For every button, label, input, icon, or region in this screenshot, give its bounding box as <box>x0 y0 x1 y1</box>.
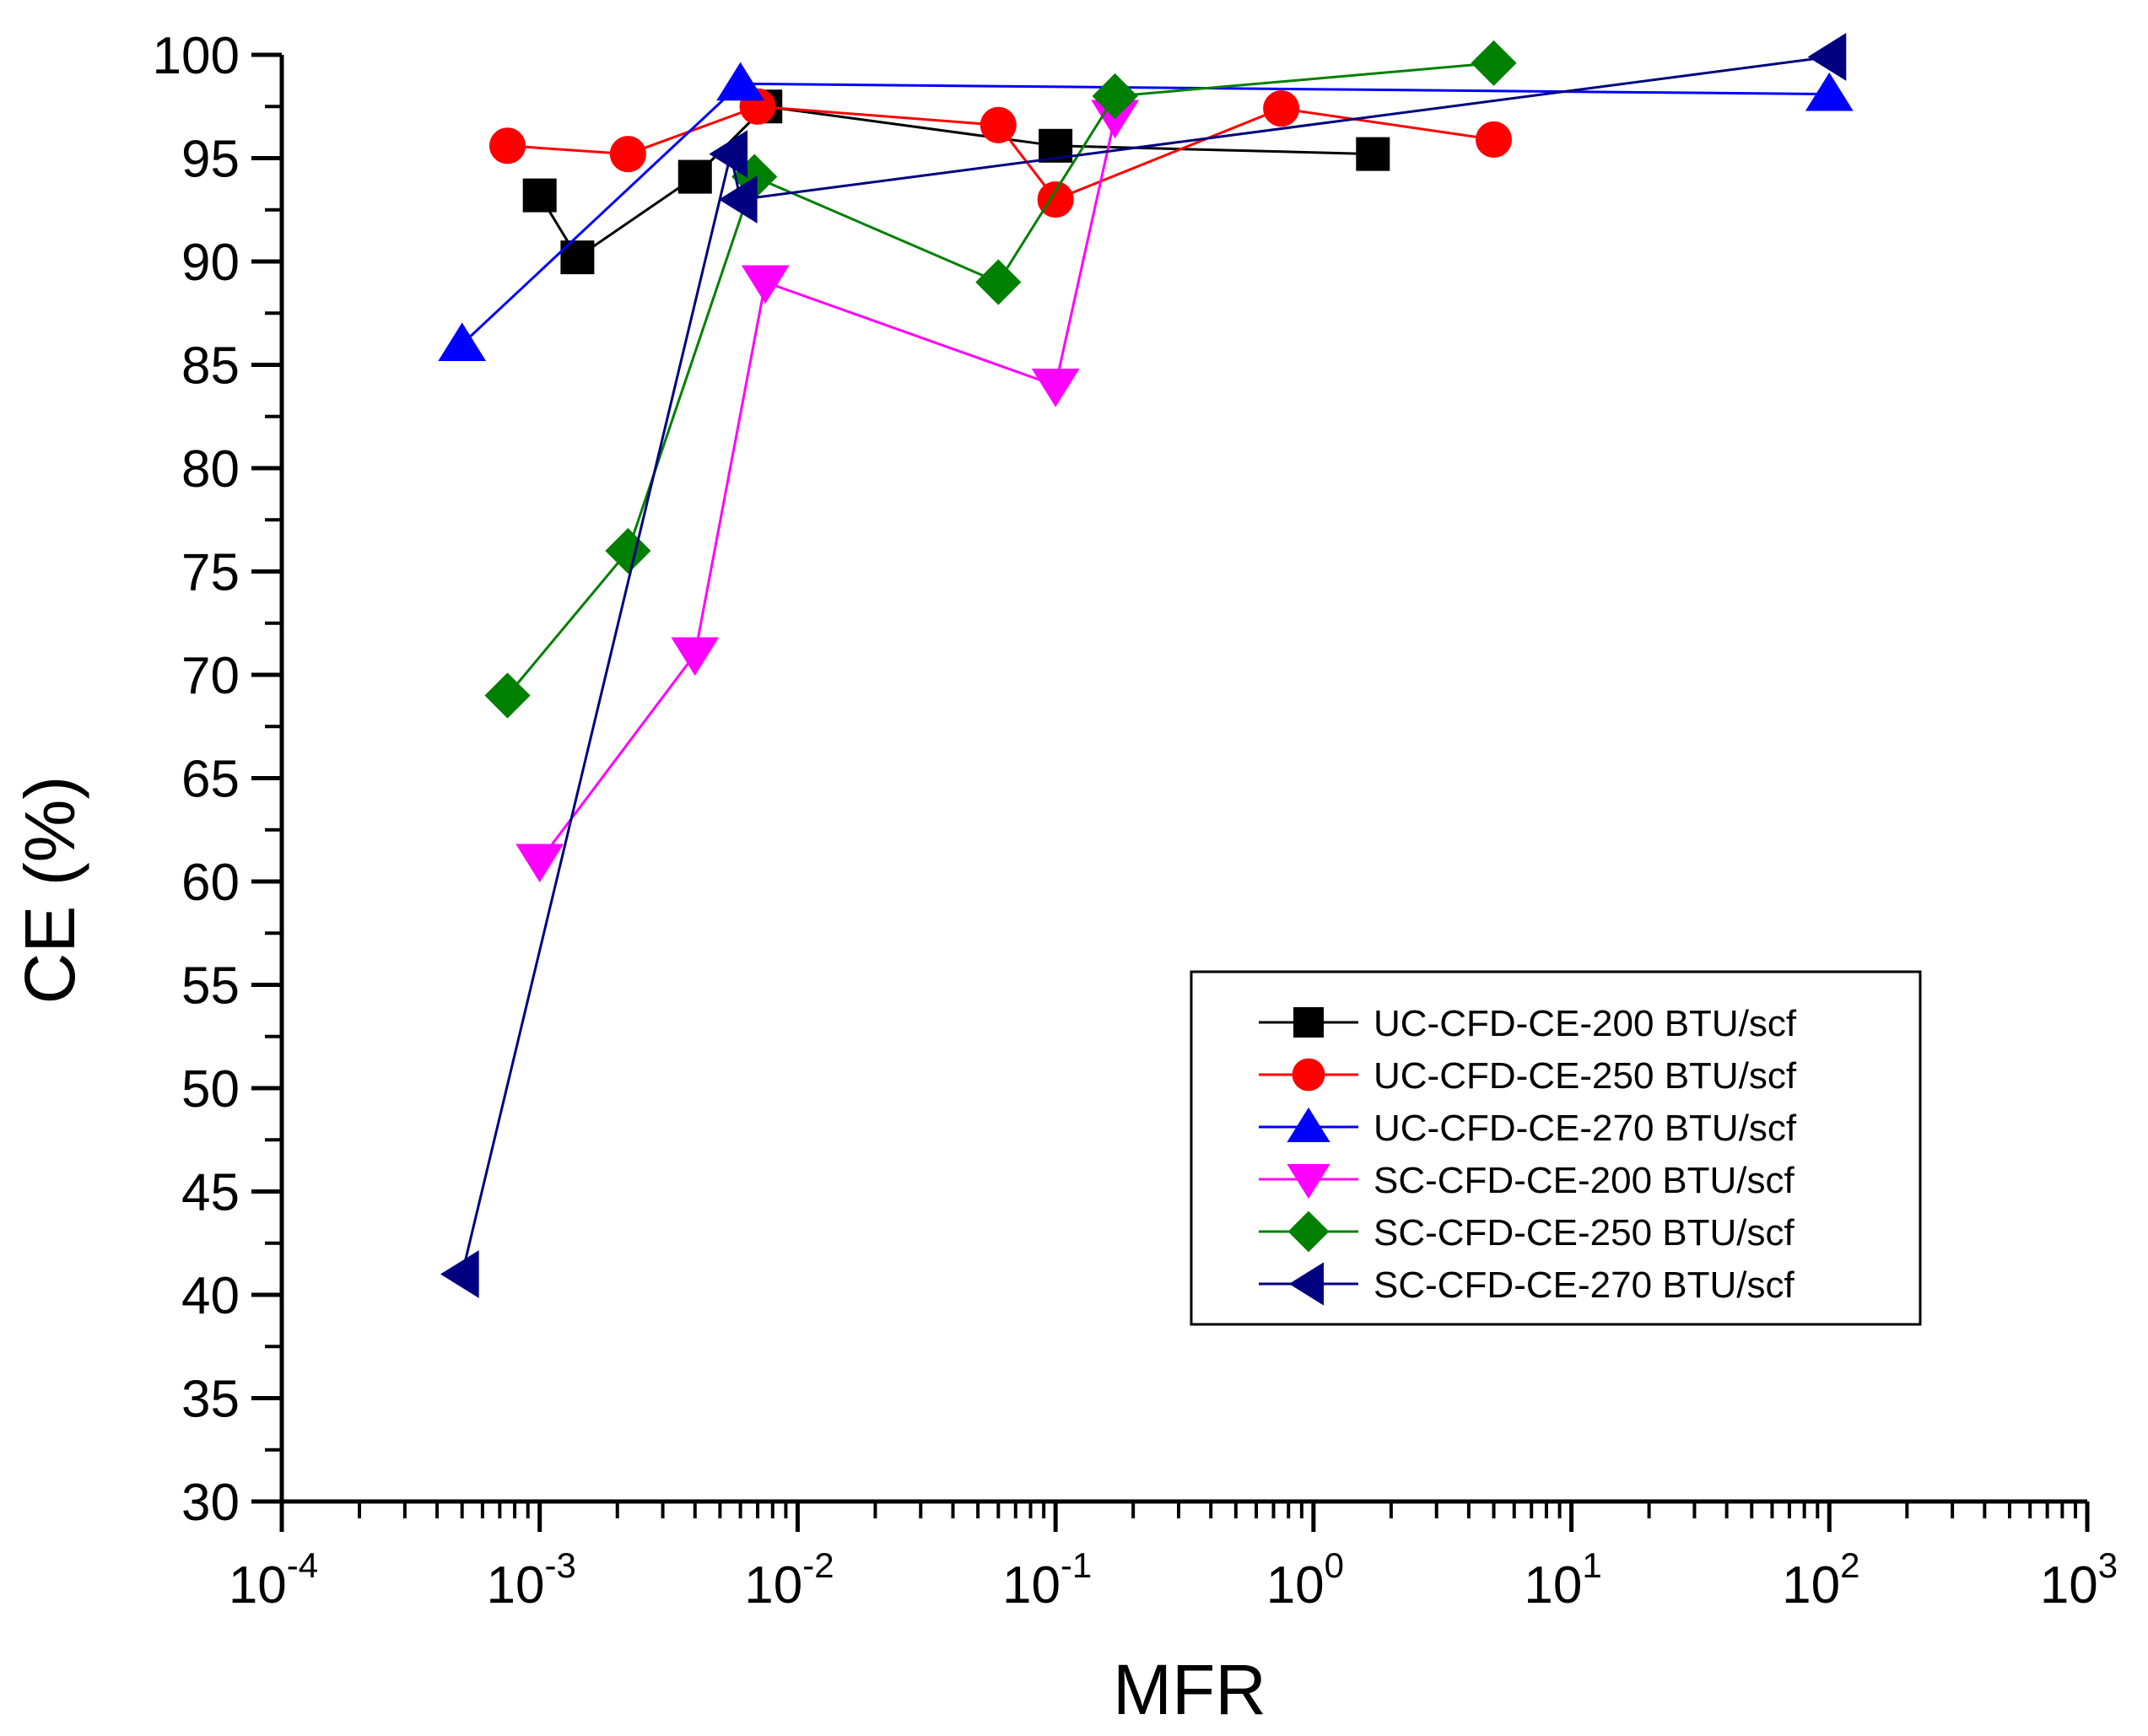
x-tick-label: 10-4 <box>229 1545 318 1615</box>
axes-layer: 30 35 40 45 50 55 60 65 70 75 80 85 90 95 100 10-4 10-3 1… <box>153 27 2118 1615</box>
x-tick-label: 10-2 <box>744 1545 834 1615</box>
legend-label: UC-CFD-CE-270 BTU/scf <box>1374 1108 1797 1149</box>
legend-item: UC-CFD-CE-250 BTU/scf <box>1259 1055 1797 1097</box>
series-line <box>538 105 1374 260</box>
series-5 <box>484 40 1517 719</box>
data-point <box>440 1250 479 1298</box>
legend-label: UC-CFD-CE-250 BTU/scf <box>1374 1055 1797 1097</box>
y-tick-label: 60 <box>181 854 240 912</box>
data-point <box>605 527 651 574</box>
data-point <box>484 672 531 719</box>
legend-label: SC-CFD-CE-270 BTU/scf <box>1374 1264 1794 1306</box>
legend-marker <box>1287 1164 1330 1200</box>
y-tick-label: 95 <box>181 131 240 189</box>
series-3 <box>438 62 1854 361</box>
x-tick-label: 100 <box>1266 1545 1344 1615</box>
data-point <box>709 130 748 178</box>
legend-label: UC-CFD-CE-200 BTU/scf <box>1374 1003 1797 1044</box>
data-point <box>1476 121 1513 158</box>
legend-item: UC-CFD-CE-200 BTU/scf <box>1259 1003 1797 1044</box>
legend-label: SC-CFD-CE-250 BTU/scf <box>1374 1212 1794 1253</box>
data-point <box>677 159 712 194</box>
legend-marker <box>1288 1262 1324 1306</box>
y-tick-label: 90 <box>181 234 240 292</box>
data-point <box>515 844 564 883</box>
data-point <box>438 322 487 361</box>
y-tick-label: 55 <box>181 957 240 1016</box>
data-point <box>1263 90 1300 127</box>
y-tick-label: 40 <box>181 1267 240 1325</box>
legend-item: SC-CFD-CE-250 BTU/scf <box>1259 1210 1794 1253</box>
data-point <box>488 127 526 164</box>
data-point <box>671 637 720 677</box>
legend-marker <box>1293 1007 1324 1038</box>
x-tick-label: 103 <box>2040 1545 2118 1615</box>
y-axis-title: CE (%) <box>10 776 89 1005</box>
y-tick-label: 75 <box>181 544 240 602</box>
legend-marker <box>1292 1058 1325 1092</box>
series-4 <box>515 100 1139 883</box>
y-tick-label: 80 <box>181 440 240 499</box>
data-point <box>980 106 1017 143</box>
series-line <box>538 116 1117 862</box>
data-point <box>1031 369 1080 407</box>
y-tick-label: 65 <box>181 751 240 809</box>
x-tick-label: 10-1 <box>1002 1545 1092 1615</box>
legend-item: SC-CFD-CE-270 BTU/scf <box>1259 1262 1794 1306</box>
data-point <box>716 62 765 101</box>
data-point <box>1807 33 1847 81</box>
legend: UC-CFD-CE-200 BTU/scf UC-CFD-CE-250 BTU/s… <box>1190 970 1922 1326</box>
y-tick-label: 100 <box>153 27 240 85</box>
legend-item: UC-CFD-CE-270 BTU/scf <box>1259 1107 1797 1149</box>
y-tick-label: 45 <box>181 1164 240 1222</box>
data-point <box>975 259 1022 305</box>
x-tick-label: 102 <box>1782 1545 1859 1615</box>
y-tick-label: 30 <box>181 1474 240 1532</box>
series-line <box>461 55 1830 1275</box>
x-axis-title: MFR <box>1113 1650 1266 1729</box>
x-tick-label: 10-3 <box>487 1545 576 1615</box>
data-point <box>1805 72 1854 111</box>
series-line <box>506 62 1494 697</box>
y-tick-label: 70 <box>181 647 240 705</box>
data-point <box>1356 137 1390 171</box>
data-point <box>1037 181 1074 218</box>
data-point <box>1092 73 1138 120</box>
data-point <box>741 265 790 305</box>
data-point <box>1471 40 1517 86</box>
y-tick-label: 50 <box>181 1060 240 1119</box>
data-point <box>718 175 758 224</box>
series-6 <box>440 33 1847 1298</box>
legend-marker <box>1287 1107 1330 1142</box>
legend-item: SC-CFD-CE-200 BTU/scf <box>1259 1160 1794 1201</box>
series-layer <box>438 33 1854 1298</box>
y-tick-label: 85 <box>181 337 240 396</box>
legend-marker <box>1287 1210 1330 1253</box>
series-2 <box>488 88 1513 218</box>
x-tick-label: 101 <box>1524 1545 1601 1615</box>
data-point <box>609 136 646 173</box>
legend-label: SC-CFD-CE-200 BTU/scf <box>1374 1160 1794 1201</box>
y-tick-label: 35 <box>181 1371 240 1429</box>
series-line <box>461 82 1830 346</box>
data-point <box>522 178 557 213</box>
